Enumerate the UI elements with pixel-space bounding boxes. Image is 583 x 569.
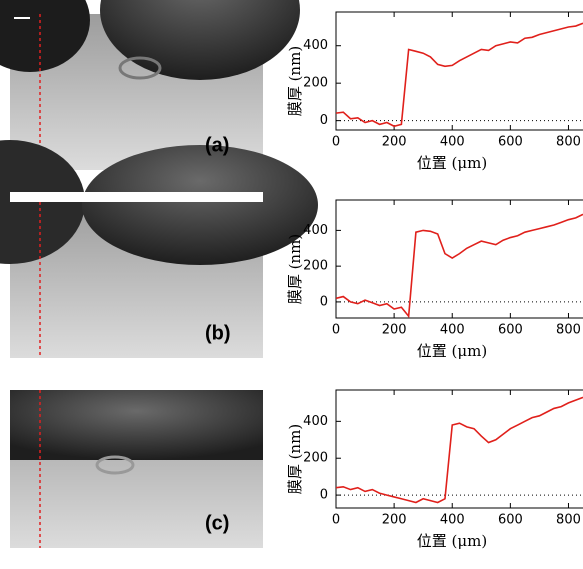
y-tick-label: 200 xyxy=(303,451,328,466)
x-tick-label: 200 xyxy=(382,135,407,150)
y-axis-title: 膜厚 (nm) xyxy=(286,234,304,304)
y-tick-label: 200 xyxy=(303,259,328,274)
data-line xyxy=(336,23,583,126)
x-tick-label: 400 xyxy=(440,135,465,150)
x-tick-label: 600 xyxy=(498,513,523,528)
y-axis-title: 膜厚 (nm) xyxy=(286,424,304,494)
y-axis-title: 膜厚 (nm) xyxy=(286,46,304,116)
y-tick-label: 0 xyxy=(320,488,328,503)
x-tick-label: 400 xyxy=(440,323,465,338)
y-tick-label: 400 xyxy=(303,38,328,53)
data-line xyxy=(336,214,583,316)
x-tick-label: 800 xyxy=(556,513,581,528)
panel-label: (b) xyxy=(205,322,231,344)
y-tick-label: 400 xyxy=(303,414,328,429)
micrograph xyxy=(0,140,318,358)
x-tick-label: 0 xyxy=(332,513,340,528)
x-axis-title: 位置 (μm) xyxy=(417,532,487,550)
x-axis-title: 位置 (μm) xyxy=(417,154,487,172)
x-tick-label: 200 xyxy=(382,323,407,338)
x-tick-label: 400 xyxy=(440,513,465,528)
x-tick-label: 800 xyxy=(556,323,581,338)
y-tick-label: 400 xyxy=(303,223,328,238)
plot-frame xyxy=(336,12,583,130)
x-tick-label: 0 xyxy=(332,135,340,150)
data-line xyxy=(336,397,583,502)
plot-frame xyxy=(336,200,583,318)
x-tick-label: 800 xyxy=(556,135,581,150)
panel-label: (c) xyxy=(205,512,229,534)
panel-label: (a) xyxy=(205,134,229,156)
y-tick-label: 200 xyxy=(303,76,328,91)
x-tick-label: 600 xyxy=(498,135,523,150)
y-tick-label: 0 xyxy=(320,294,328,309)
y-tick-label: 0 xyxy=(320,113,328,128)
micrograph xyxy=(0,0,300,170)
x-tick-label: 0 xyxy=(332,323,340,338)
figure: (a) 0 200 400 0 200 400 600 800 位置 (μm) 膜厚 (nm) (b)… xyxy=(0,0,583,569)
x-tick-label: 600 xyxy=(498,323,523,338)
x-axis-title: 位置 (μm) xyxy=(417,342,487,360)
x-tick-label: 200 xyxy=(382,513,407,528)
